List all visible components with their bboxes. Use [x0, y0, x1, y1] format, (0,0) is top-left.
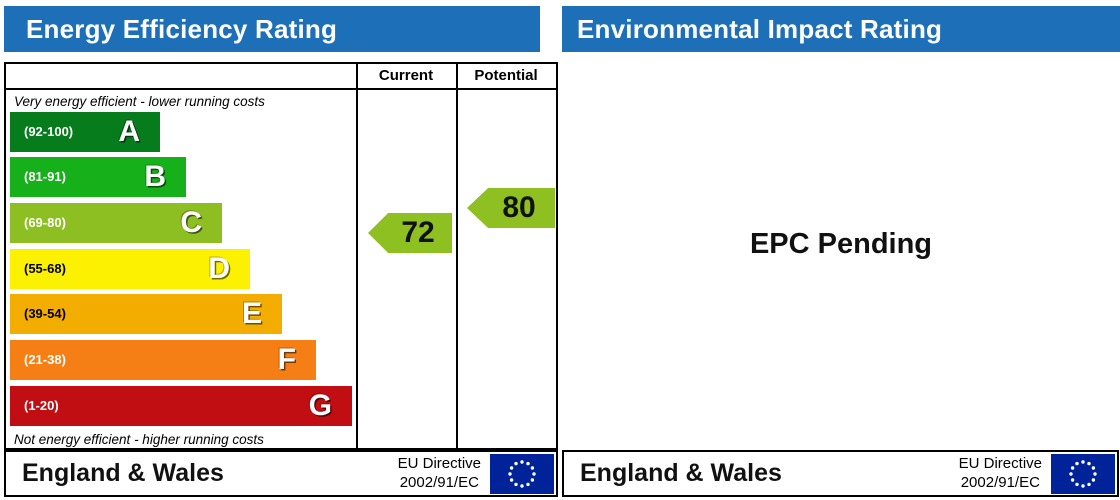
potential-column-header: Potential [474, 67, 538, 84]
band-b-letter: B [144, 160, 166, 193]
energy-title-bar: Energy Efficiency Rating [4, 6, 540, 52]
band-a-letter: A [118, 115, 140, 148]
band-f-range: (21-38) [24, 352, 66, 367]
band-c-range: (69-80) [24, 215, 66, 230]
current-rating-value: 72 [401, 216, 435, 249]
epc-pending-status: EPC Pending [749, 228, 933, 260]
energy-footer: England & Wales EU Directive 2002/91/EC [4, 450, 558, 497]
bottom-note: Not energy efficient - higher running co… [14, 432, 264, 447]
band-e-letter: E [241, 297, 262, 330]
eu-directive-label: EU Directive 2002/91/EC [397, 454, 481, 491]
band-c-letter: C [180, 206, 202, 239]
band-g: (1-20) G [10, 386, 352, 426]
band-d: (55-68) D [10, 249, 250, 289]
impact-footer: England & Wales EU Directive 2002/91/EC [562, 450, 1119, 497]
band-c: (69-80) C [10, 203, 222, 243]
top-note: Very energy efficient - lower running co… [14, 94, 265, 109]
region-label: England & Wales [580, 459, 782, 487]
band-d-range: (55-68) [24, 261, 66, 276]
band-b: (81-91) B [10, 157, 186, 197]
band-g-range: (1-20) [24, 398, 59, 413]
band-a: (92-100) A [10, 112, 160, 152]
band-d-letter: D [208, 252, 230, 285]
potential-rating-arrow: 80 [467, 188, 555, 228]
energy-title: Energy Efficiency Rating [26, 13, 338, 44]
eu-flag-icon [1051, 453, 1115, 494]
current-column-header: Current [378, 67, 434, 84]
impact-title-bar: Environmental Impact Rating [562, 6, 1120, 52]
region-label: England & Wales [22, 459, 224, 487]
current-rating-arrow: 72 [368, 213, 452, 253]
potential-rating-value: 80 [502, 191, 536, 224]
band-e: (39-54) E [10, 294, 282, 334]
band-f-letter: F [277, 343, 296, 376]
band-e-range: (39-54) [24, 306, 66, 321]
potential-column-divider [456, 64, 458, 448]
band-a-range: (92-100) [24, 124, 74, 139]
eu-directive-label: EU Directive 2002/91/EC [958, 454, 1042, 491]
band-b-range: (81-91) [24, 169, 66, 184]
band-g-letter: G [308, 389, 332, 422]
band-f: (21-38) F [10, 340, 316, 380]
column-header-row: Current Potential [6, 64, 556, 90]
impact-title: Environmental Impact Rating [577, 13, 943, 44]
eu-flag-icon [490, 453, 554, 494]
energy-rating-chart: Current Potential Very energy efficient … [4, 62, 558, 450]
current-column-divider [356, 64, 358, 448]
